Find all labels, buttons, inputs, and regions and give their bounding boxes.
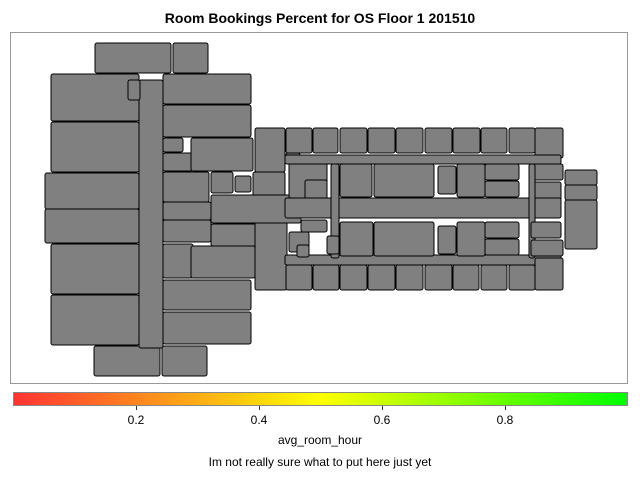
room-shape[interactable] bbox=[395, 127, 424, 154]
room-shape[interactable] bbox=[210, 171, 234, 194]
room-shape[interactable] bbox=[452, 264, 480, 291]
room-shape[interactable] bbox=[534, 257, 564, 291]
room-shape[interactable] bbox=[508, 264, 536, 291]
legend-tick-label: 0.6 bbox=[373, 413, 391, 427]
room-shape[interactable] bbox=[162, 104, 252, 138]
room-shape[interactable] bbox=[530, 239, 564, 257]
room-shape[interactable] bbox=[284, 197, 562, 219]
room-shape[interactable] bbox=[367, 127, 396, 154]
room-shape[interactable] bbox=[312, 264, 340, 291]
room-shape[interactable] bbox=[161, 345, 208, 377]
legend-tick-label: 0.8 bbox=[496, 413, 514, 427]
room-shape[interactable] bbox=[373, 221, 435, 257]
room-shape[interactable] bbox=[508, 127, 536, 154]
legend-tick-label: 0.2 bbox=[127, 413, 145, 427]
room-shape[interactable] bbox=[424, 264, 453, 291]
room-shape[interactable] bbox=[480, 127, 508, 154]
room-shape[interactable] bbox=[452, 127, 481, 154]
room-shape[interactable] bbox=[339, 163, 373, 198]
room-shape[interactable] bbox=[50, 243, 140, 295]
room-shape[interactable] bbox=[437, 165, 457, 195]
room-shape[interactable] bbox=[162, 219, 212, 243]
color-ramp-legend bbox=[13, 392, 628, 406]
room-shape[interactable] bbox=[484, 221, 520, 239]
room-shape[interactable] bbox=[339, 264, 368, 291]
room-shape[interactable] bbox=[234, 175, 252, 193]
legend-label: avg_room_hour bbox=[277, 433, 363, 447]
room-shape[interactable] bbox=[254, 219, 288, 291]
map-frame bbox=[10, 32, 628, 384]
room-shape[interactable] bbox=[190, 137, 254, 172]
room-shape[interactable] bbox=[50, 294, 140, 346]
room-shape[interactable] bbox=[190, 245, 256, 279]
room-shape[interactable] bbox=[300, 219, 328, 233]
room-shape[interactable] bbox=[172, 42, 209, 74]
map-title: Room Bookings Percent for OS Floor 1 201… bbox=[164, 10, 476, 26]
room-shape[interactable] bbox=[50, 73, 140, 122]
legend-tick bbox=[505, 406, 506, 410]
room-shape[interactable] bbox=[44, 172, 140, 210]
room-shape[interactable] bbox=[162, 152, 194, 172]
room-shape[interactable] bbox=[437, 225, 457, 255]
room-shape[interactable] bbox=[530, 163, 564, 181]
room-shape[interactable] bbox=[367, 264, 396, 291]
room-shape[interactable] bbox=[162, 201, 212, 221]
room-shape[interactable] bbox=[94, 42, 172, 74]
room-shape[interactable] bbox=[127, 79, 141, 101]
room-shape[interactable] bbox=[44, 208, 140, 244]
legend-tick bbox=[136, 406, 137, 410]
room-shape[interactable] bbox=[456, 163, 486, 198]
room-shape[interactable] bbox=[162, 243, 194, 279]
room-shape[interactable] bbox=[162, 311, 252, 345]
legend-tick-label: 0.4 bbox=[250, 413, 268, 427]
room-shape[interactable] bbox=[534, 127, 564, 159]
room-shape[interactable] bbox=[162, 171, 210, 203]
room-shape[interactable] bbox=[373, 163, 435, 198]
room-shape[interactable] bbox=[50, 121, 140, 173]
room-shape[interactable] bbox=[285, 264, 313, 291]
room-shape[interactable] bbox=[456, 221, 486, 257]
room-shape[interactable] bbox=[326, 235, 340, 255]
room-shape[interactable] bbox=[339, 127, 368, 154]
room-shape[interactable] bbox=[339, 221, 374, 257]
room-shape[interactable] bbox=[395, 264, 424, 291]
room-shape[interactable] bbox=[484, 180, 520, 198]
room-shape[interactable] bbox=[480, 264, 508, 291]
room-shape[interactable] bbox=[93, 345, 161, 377]
legend-tick bbox=[382, 406, 383, 410]
room-shape[interactable] bbox=[564, 184, 598, 201]
room-shape[interactable] bbox=[564, 169, 598, 186]
room-shape[interactable] bbox=[285, 127, 313, 154]
room-shape[interactable] bbox=[284, 154, 562, 165]
floor-plan bbox=[44, 42, 598, 377]
room-shape[interactable] bbox=[162, 279, 252, 311]
room-shape[interactable] bbox=[312, 127, 339, 154]
footnote: Im not really sure what to put here just… bbox=[208, 455, 432, 469]
room-shape[interactable] bbox=[424, 127, 453, 154]
room-shape[interactable] bbox=[530, 221, 562, 239]
room-shape[interactable] bbox=[162, 137, 184, 153]
room-shape[interactable] bbox=[296, 244, 310, 258]
room-shape[interactable] bbox=[564, 199, 598, 250]
room-shape[interactable] bbox=[254, 127, 286, 173]
room-shape[interactable] bbox=[162, 73, 252, 105]
room-shape[interactable] bbox=[484, 238, 520, 256]
room-shape[interactable] bbox=[304, 179, 328, 201]
room-shape[interactable] bbox=[330, 163, 340, 259]
room-shape[interactable] bbox=[484, 163, 520, 181]
room-shape[interactable] bbox=[138, 79, 164, 349]
legend-tick bbox=[259, 406, 260, 410]
